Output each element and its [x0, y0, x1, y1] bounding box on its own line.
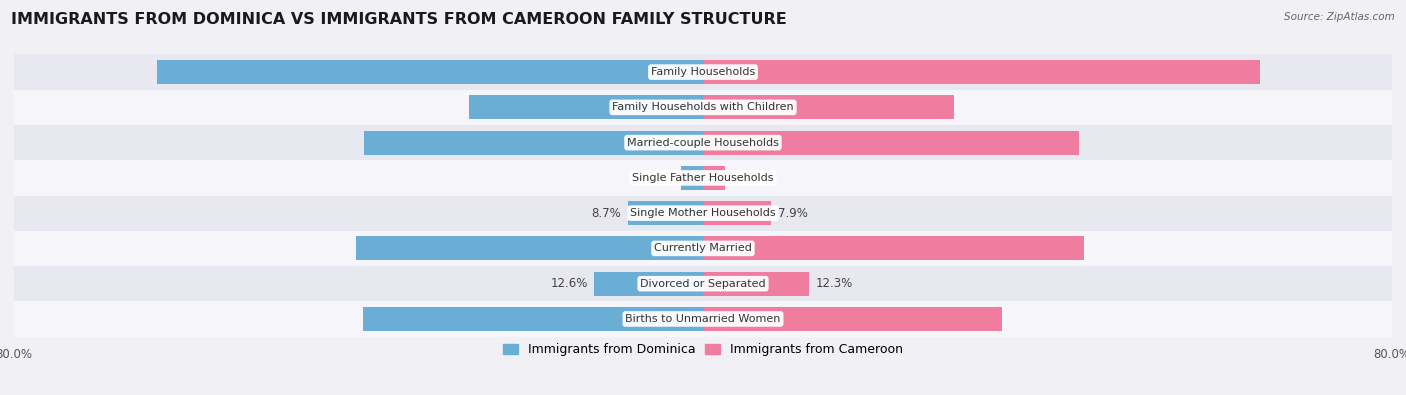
Text: 44.2%: 44.2% [716, 242, 754, 255]
Text: Currently Married: Currently Married [654, 243, 752, 254]
Bar [14, 231, 1392, 266]
Text: Married-couple Households: Married-couple Households [627, 137, 779, 148]
Text: 27.2%: 27.2% [652, 101, 690, 114]
Text: 63.4%: 63.4% [652, 66, 690, 79]
Text: IMMIGRANTS FROM DOMINICA VS IMMIGRANTS FROM CAMEROON FAMILY STRUCTURE: IMMIGRANTS FROM DOMINICA VS IMMIGRANTS F… [11, 12, 787, 27]
Bar [703, 237, 1084, 260]
Text: Source: ZipAtlas.com: Source: ZipAtlas.com [1284, 12, 1395, 22]
Bar [14, 266, 1392, 301]
Text: 2.5%: 2.5% [731, 171, 761, 184]
Bar [628, 201, 703, 225]
Bar [703, 60, 1260, 84]
Bar [356, 237, 703, 260]
Text: Family Households with Children: Family Households with Children [612, 102, 794, 112]
Bar [14, 196, 1392, 231]
Bar [703, 166, 724, 190]
Bar [595, 272, 703, 296]
Bar [703, 95, 955, 119]
Text: Family Households: Family Households [651, 67, 755, 77]
Bar [14, 55, 1392, 90]
Text: 34.7%: 34.7% [716, 312, 754, 325]
Text: 64.7%: 64.7% [716, 66, 754, 79]
Text: Single Father Households: Single Father Households [633, 173, 773, 183]
Text: 43.7%: 43.7% [716, 136, 754, 149]
Bar [14, 160, 1392, 196]
Bar [363, 307, 703, 331]
Bar [468, 95, 703, 119]
Bar [14, 90, 1392, 125]
Text: Single Mother Households: Single Mother Households [630, 208, 776, 218]
Bar [364, 131, 703, 154]
Text: Divorced or Separated: Divorced or Separated [640, 279, 766, 289]
Bar [703, 307, 1002, 331]
Text: Births to Unmarried Women: Births to Unmarried Women [626, 314, 780, 324]
Text: 12.3%: 12.3% [815, 277, 853, 290]
Legend: Immigrants from Dominica, Immigrants from Cameroon: Immigrants from Dominica, Immigrants fro… [498, 338, 908, 361]
Bar [14, 301, 1392, 337]
Bar [157, 60, 703, 84]
Text: 7.9%: 7.9% [778, 207, 808, 220]
Bar [14, 125, 1392, 160]
Text: 12.6%: 12.6% [550, 277, 588, 290]
Bar [703, 131, 1080, 154]
Bar [703, 201, 770, 225]
Bar [682, 166, 703, 190]
Text: 2.5%: 2.5% [645, 171, 675, 184]
Text: 29.2%: 29.2% [716, 101, 754, 114]
Text: 8.7%: 8.7% [592, 207, 621, 220]
Text: 40.3%: 40.3% [652, 242, 690, 255]
Text: 39.5%: 39.5% [652, 312, 690, 325]
Bar [703, 272, 808, 296]
Text: 39.4%: 39.4% [652, 136, 690, 149]
